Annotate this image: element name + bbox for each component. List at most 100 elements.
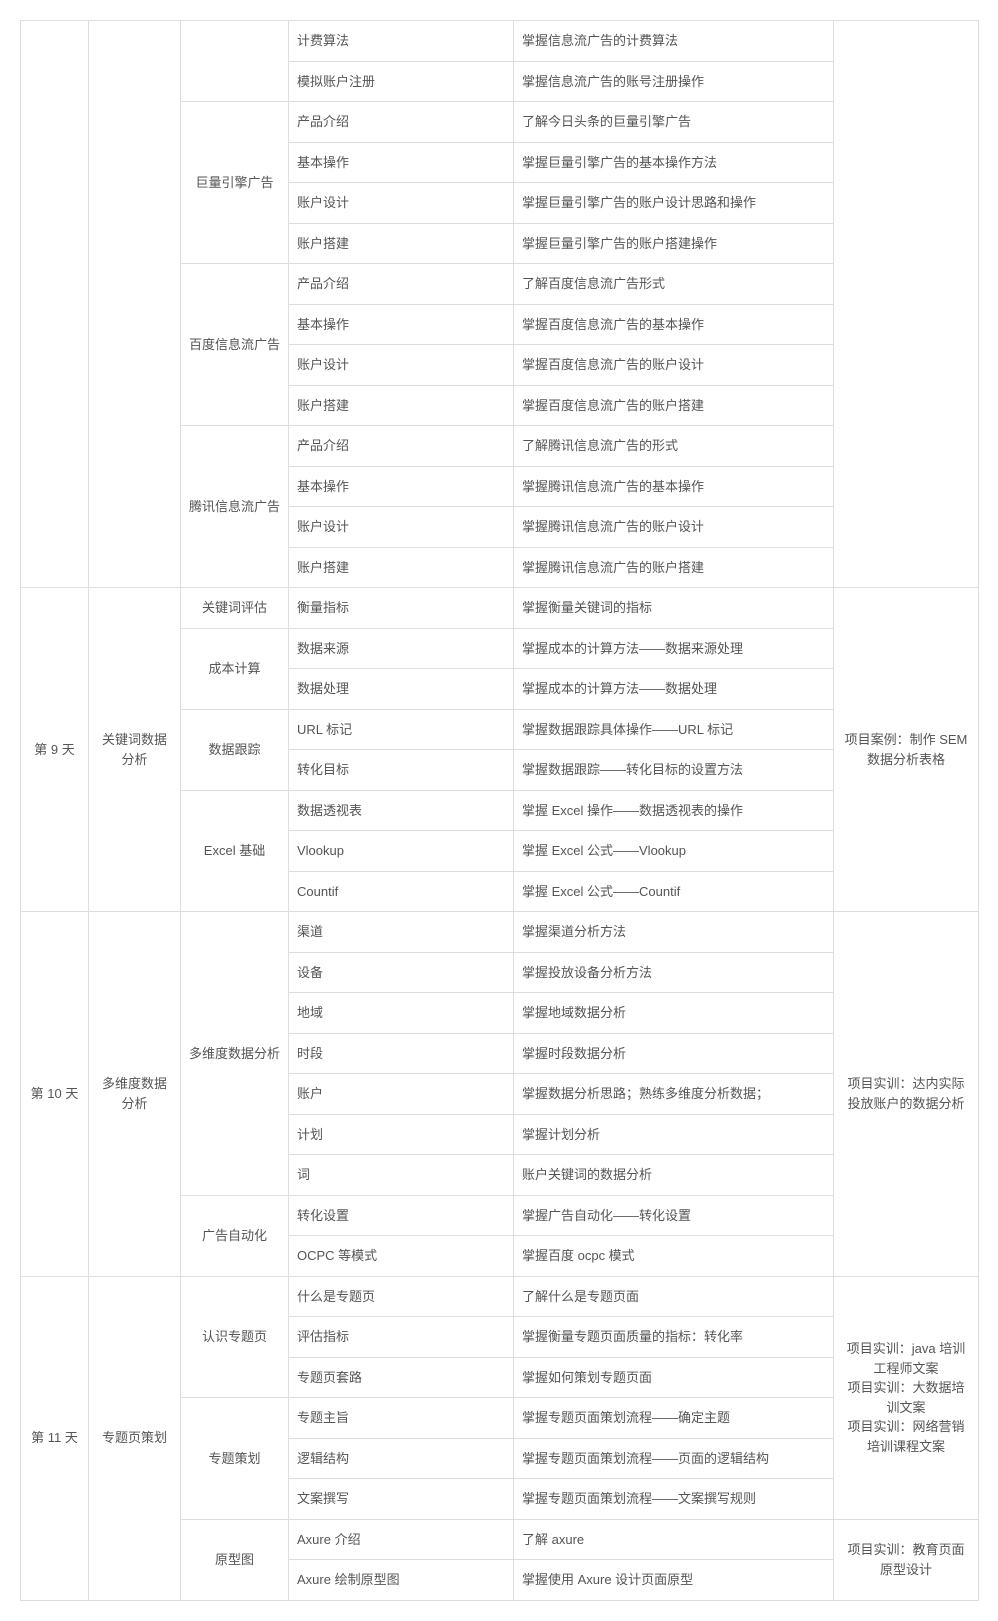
goal-cell: 掌握如何策划专题页面: [514, 1357, 834, 1398]
subtopic-cell: 文案撰写: [289, 1479, 514, 1520]
topic-cell: 百度信息流广告: [181, 264, 289, 426]
goal-cell: 掌握成本的计算方法——数据处理: [514, 669, 834, 710]
table-row: 计费算法 掌握信息流广告的计费算法: [21, 21, 979, 62]
day-cell: 第 11 天: [21, 1276, 89, 1600]
topic-cell: 多维度数据分析: [181, 912, 289, 1196]
subtopic-cell: 产品介绍: [289, 426, 514, 467]
subtopic-cell: 衡量指标: [289, 588, 514, 629]
goal-cell: 掌握数据跟踪——转化目标的设置方法: [514, 750, 834, 791]
topic-cell: [181, 21, 289, 102]
goal-cell: 掌握百度 ocpc 模式: [514, 1236, 834, 1277]
subtopic-cell: 逻辑结构: [289, 1438, 514, 1479]
topic-cell: 成本计算: [181, 628, 289, 709]
module-cell: 关键词数据分析: [89, 588, 181, 912]
goal-cell: 掌握广告自动化——转化设置: [514, 1195, 834, 1236]
topic-cell: 专题策划: [181, 1398, 289, 1520]
subtopic-cell: 账户搭建: [289, 547, 514, 588]
goal-cell: 掌握巨量引擎广告的账户搭建操作: [514, 223, 834, 264]
subtopic-cell: 数据来源: [289, 628, 514, 669]
goal-cell: 掌握专题页面策划流程——页面的逻辑结构: [514, 1438, 834, 1479]
subtopic-cell: 账户设计: [289, 345, 514, 386]
goal-cell: 掌握腾讯信息流广告的账户设计: [514, 507, 834, 548]
subtopic-cell: 基本操作: [289, 142, 514, 183]
goal-cell: 掌握数据分析思路；熟练多维度分析数据；: [514, 1074, 834, 1115]
goal-cell: 掌握成本的计算方法——数据来源处理: [514, 628, 834, 669]
topic-cell: 腾讯信息流广告: [181, 426, 289, 588]
goal-cell: 掌握专题页面策划流程——确定主题: [514, 1398, 834, 1439]
subtopic-cell: 账户搭建: [289, 223, 514, 264]
project-cell: 项目实训：教育页面原型设计: [834, 1519, 979, 1600]
goal-cell: 账户关键词的数据分析: [514, 1155, 834, 1196]
subtopic-cell: Axure 介绍: [289, 1519, 514, 1560]
subtopic-cell: 什么是专题页: [289, 1276, 514, 1317]
subtopic-cell: 数据透视表: [289, 790, 514, 831]
subtopic-cell: 基本操作: [289, 304, 514, 345]
subtopic-cell: 专题主旨: [289, 1398, 514, 1439]
topic-cell: 巨量引擎广告: [181, 102, 289, 264]
subtopic-cell: 产品介绍: [289, 102, 514, 143]
goal-cell: 掌握使用 Axure 设计页面原型: [514, 1560, 834, 1601]
subtopic-cell: 账户: [289, 1074, 514, 1115]
subtopic-cell: 数据处理: [289, 669, 514, 710]
goal-cell: 掌握百度信息流广告的账户搭建: [514, 385, 834, 426]
subtopic-cell: 渠道: [289, 912, 514, 953]
day-cell: [21, 21, 89, 588]
subtopic-cell: 产品介绍: [289, 264, 514, 305]
subtopic-cell: Countif: [289, 871, 514, 912]
subtopic-cell: 设备: [289, 952, 514, 993]
day-cell: 第 9 天: [21, 588, 89, 912]
goal-cell: 掌握信息流广告的计费算法: [514, 21, 834, 62]
subtopic-cell: OCPC 等模式: [289, 1236, 514, 1277]
project-cell: 项目实训：java 培训工程师文案 项目实训：大数据培训文案 项目实训：网络营销…: [834, 1276, 979, 1519]
goal-cell: 掌握腾讯信息流广告的基本操作: [514, 466, 834, 507]
goal-cell: 了解什么是专题页面: [514, 1276, 834, 1317]
topic-cell: 原型图: [181, 1519, 289, 1600]
goal-cell: 掌握计划分析: [514, 1114, 834, 1155]
subtopic-cell: 转化目标: [289, 750, 514, 791]
module-cell: 多维度数据分析: [89, 912, 181, 1277]
goal-cell: 掌握百度信息流广告的基本操作: [514, 304, 834, 345]
project-cell: [834, 21, 979, 588]
goal-cell: 了解今日头条的巨量引擎广告: [514, 102, 834, 143]
subtopic-cell: 词: [289, 1155, 514, 1196]
goal-cell: 掌握投放设备分析方法: [514, 952, 834, 993]
subtopic-cell: 转化设置: [289, 1195, 514, 1236]
subtopic-cell: Vlookup: [289, 831, 514, 872]
goal-cell: 掌握巨量引擎广告的基本操作方法: [514, 142, 834, 183]
day-cell: 第 10 天: [21, 912, 89, 1277]
topic-cell: 关键词评估: [181, 588, 289, 629]
table-row: 第 10 天 多维度数据分析 多维度数据分析 渠道 掌握渠道分析方法 项目实训：…: [21, 912, 979, 953]
goal-cell: 掌握 Excel 公式——Vlookup: [514, 831, 834, 872]
topic-cell: 数据跟踪: [181, 709, 289, 790]
goal-cell: 掌握时段数据分析: [514, 1033, 834, 1074]
goal-cell: 掌握数据跟踪具体操作——URL 标记: [514, 709, 834, 750]
goal-cell: 掌握衡量专题页面质量的指标：转化率: [514, 1317, 834, 1358]
goal-cell: 掌握地域数据分析: [514, 993, 834, 1034]
goal-cell: 掌握信息流广告的账号注册操作: [514, 61, 834, 102]
subtopic-cell: Axure 绘制原型图: [289, 1560, 514, 1601]
subtopic-cell: 专题页套路: [289, 1357, 514, 1398]
topic-cell: 广告自动化: [181, 1195, 289, 1276]
subtopic-cell: 账户设计: [289, 183, 514, 224]
goal-cell: 掌握渠道分析方法: [514, 912, 834, 953]
subtopic-cell: 地域: [289, 993, 514, 1034]
goal-cell: 了解 axure: [514, 1519, 834, 1560]
subtopic-cell: 评估指标: [289, 1317, 514, 1358]
module-cell: [89, 21, 181, 588]
goal-cell: 掌握衡量关键词的指标: [514, 588, 834, 629]
subtopic-cell: 模拟账户注册: [289, 61, 514, 102]
goal-cell: 掌握 Excel 操作——数据透视表的操作: [514, 790, 834, 831]
module-cell: 专题页策划: [89, 1276, 181, 1600]
topic-cell: 认识专题页: [181, 1276, 289, 1398]
subtopic-cell: 基本操作: [289, 466, 514, 507]
goal-cell: 掌握腾讯信息流广告的账户搭建: [514, 547, 834, 588]
table-row: 第 11 天 专题页策划 认识专题页 什么是专题页 了解什么是专题页面 项目实训…: [21, 1276, 979, 1317]
goal-cell: 了解百度信息流广告形式: [514, 264, 834, 305]
subtopic-cell: 账户设计: [289, 507, 514, 548]
goal-cell: 掌握百度信息流广告的账户设计: [514, 345, 834, 386]
goal-cell: 掌握 Excel 公式——Countif: [514, 871, 834, 912]
curriculum-table: 计费算法 掌握信息流广告的计费算法 模拟账户注册 掌握信息流广告的账号注册操作 …: [20, 20, 979, 1601]
subtopic-cell: 账户搭建: [289, 385, 514, 426]
goal-cell: 掌握巨量引擎广告的账户设计思路和操作: [514, 183, 834, 224]
topic-cell: Excel 基础: [181, 790, 289, 912]
